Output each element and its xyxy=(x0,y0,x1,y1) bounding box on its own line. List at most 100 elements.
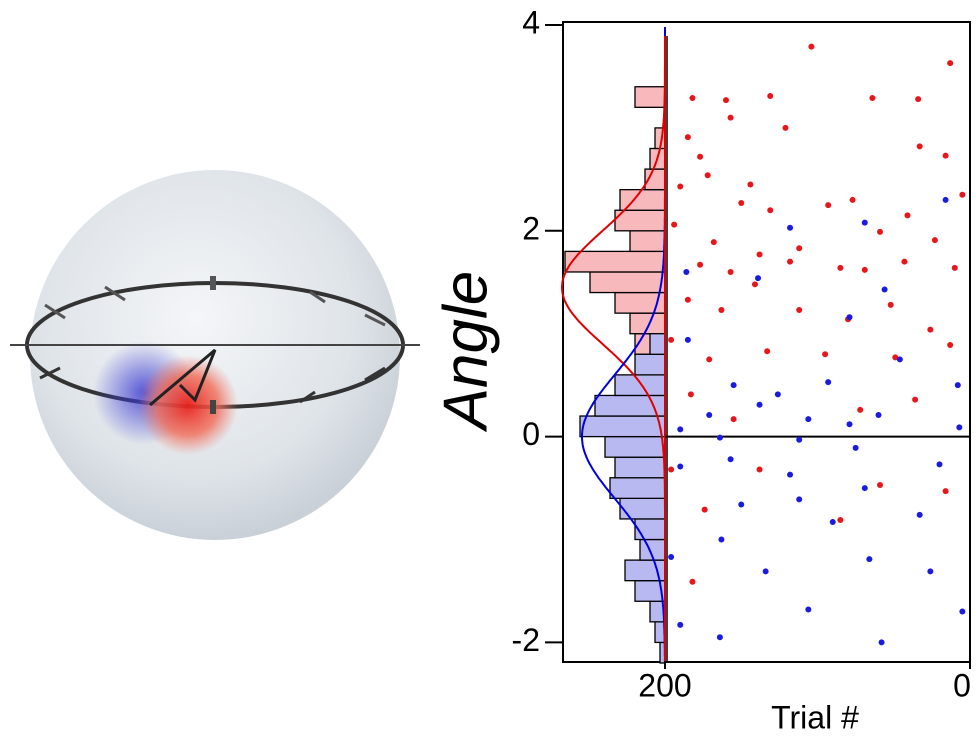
point xyxy=(684,336,691,343)
point xyxy=(762,568,769,575)
point xyxy=(716,634,723,641)
point xyxy=(877,228,884,235)
point xyxy=(951,264,958,271)
point xyxy=(875,412,882,419)
point xyxy=(668,554,675,561)
y-tick-label: 0 xyxy=(522,416,540,452)
point xyxy=(727,114,734,121)
point xyxy=(877,481,884,488)
point xyxy=(796,307,803,314)
x-tick-label: 200 xyxy=(638,667,691,703)
point xyxy=(723,97,729,104)
point xyxy=(942,196,949,203)
point xyxy=(808,43,815,50)
point xyxy=(782,124,789,131)
point xyxy=(892,354,899,361)
histogram-bar xyxy=(649,333,666,355)
histogram-bar xyxy=(629,230,666,253)
point xyxy=(756,466,763,473)
point xyxy=(959,608,966,615)
point xyxy=(837,264,844,271)
point xyxy=(959,191,966,198)
point xyxy=(954,382,961,389)
point xyxy=(671,221,678,228)
point xyxy=(861,266,868,273)
point xyxy=(916,511,923,518)
point xyxy=(756,251,763,258)
point xyxy=(861,485,868,492)
point xyxy=(846,421,853,428)
point xyxy=(774,391,781,398)
point xyxy=(916,143,923,150)
point xyxy=(896,356,903,363)
point xyxy=(710,239,717,246)
point xyxy=(912,396,919,403)
point xyxy=(764,348,771,355)
point xyxy=(829,519,836,526)
point xyxy=(787,258,794,265)
point xyxy=(668,466,675,473)
plot-frame xyxy=(562,21,971,663)
point xyxy=(718,307,725,314)
histogram-bar xyxy=(614,374,666,397)
point xyxy=(787,471,794,478)
point xyxy=(901,258,908,265)
point xyxy=(805,416,812,423)
y-tick-label: 4 xyxy=(522,4,540,40)
point xyxy=(706,356,713,363)
x-axis-label: Trial # xyxy=(771,699,859,735)
histogram-bar xyxy=(619,497,666,520)
point xyxy=(677,426,684,433)
point xyxy=(677,183,684,190)
histogram-bar xyxy=(579,415,666,438)
point xyxy=(927,326,934,333)
point xyxy=(936,461,943,468)
point xyxy=(857,406,864,413)
point xyxy=(668,336,675,343)
point xyxy=(716,434,723,441)
histogram-bar xyxy=(614,456,666,479)
point xyxy=(878,639,885,646)
point xyxy=(904,212,911,219)
point xyxy=(687,391,694,398)
point xyxy=(787,224,794,231)
histogram-bar xyxy=(589,271,666,294)
histogram-bar xyxy=(604,435,666,458)
point xyxy=(947,342,954,349)
point xyxy=(852,444,859,451)
point xyxy=(684,296,691,303)
point xyxy=(689,578,696,585)
point xyxy=(756,401,763,408)
y-axis-label: Angle xyxy=(431,271,500,434)
point xyxy=(796,245,803,252)
point xyxy=(837,516,844,523)
histogram-bar xyxy=(609,477,666,500)
point xyxy=(881,286,888,293)
point xyxy=(869,95,876,102)
point xyxy=(942,488,949,495)
point xyxy=(915,96,922,103)
point xyxy=(747,181,754,188)
y-tick-label: -2 xyxy=(512,622,540,658)
point xyxy=(738,200,745,207)
point xyxy=(697,153,704,160)
point xyxy=(689,95,696,102)
bloch-sphere xyxy=(10,170,420,540)
point xyxy=(805,606,812,613)
x-tick-label: 0 xyxy=(953,667,971,703)
point xyxy=(846,314,853,321)
point xyxy=(927,568,934,575)
point xyxy=(942,152,949,159)
histogram-bar xyxy=(634,86,666,108)
point xyxy=(704,172,711,179)
point xyxy=(767,207,774,214)
point xyxy=(706,412,713,419)
point xyxy=(701,506,708,513)
point xyxy=(727,268,734,275)
point xyxy=(822,351,829,358)
point xyxy=(677,621,684,628)
point xyxy=(796,436,803,443)
point xyxy=(683,268,690,275)
histogram-bar xyxy=(564,250,666,273)
point xyxy=(861,219,868,226)
